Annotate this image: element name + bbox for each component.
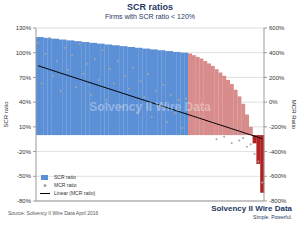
svg-text:70%: 70% bbox=[19, 75, 32, 81]
svg-text:600%: 600% bbox=[269, 25, 285, 31]
html-text:Simple. Powerful.: Simple. Powerful. bbox=[253, 214, 292, 220]
html-text:Solvency II Wire Data: Solvency II Wire Data bbox=[211, 204, 292, 213]
svg-text:-800%: -800% bbox=[269, 198, 287, 204]
svg-text:-200%: -200% bbox=[269, 124, 287, 130]
svg-text:SCR ratio: SCR ratio bbox=[3, 101, 9, 128]
html-text:Solvency II Wire Data: Solvency II Wire Data bbox=[89, 100, 211, 114]
svg-text:10%: 10% bbox=[19, 124, 32, 130]
svg-text:-400%: -400% bbox=[269, 149, 287, 155]
html-text:Source: Solvency II Wire Data: Source: Solvency II Wire Data April 2016 bbox=[8, 210, 99, 216]
html-text:SCR ratios: SCR ratios bbox=[127, 2, 173, 12]
svg-text:200%: 200% bbox=[269, 75, 285, 81]
html-text:MCR ratio: MCR ratio bbox=[54, 182, 77, 188]
svg-text:100%: 100% bbox=[16, 50, 32, 56]
svg-text:40%: 40% bbox=[19, 99, 32, 105]
svg-text:-50%: -50% bbox=[17, 173, 32, 179]
svg-text:-600%: -600% bbox=[269, 173, 287, 179]
svg-text:-20%: -20% bbox=[17, 149, 32, 155]
svg-text:400%: 400% bbox=[269, 50, 285, 56]
html-text:SCR ratio: SCR ratio bbox=[54, 174, 76, 180]
svg-text:-80%: -80% bbox=[17, 198, 32, 204]
svg-text:MCR Ratio: MCR Ratio bbox=[291, 100, 297, 130]
svg-text:130%: 130% bbox=[16, 25, 32, 31]
html-text:Linear (MCR ratio): Linear (MCR ratio) bbox=[54, 190, 96, 196]
svg-text:0%: 0% bbox=[269, 99, 278, 105]
html-text:Firms with SCR ratio < 120%: Firms with SCR ratio < 120% bbox=[105, 13, 195, 20]
